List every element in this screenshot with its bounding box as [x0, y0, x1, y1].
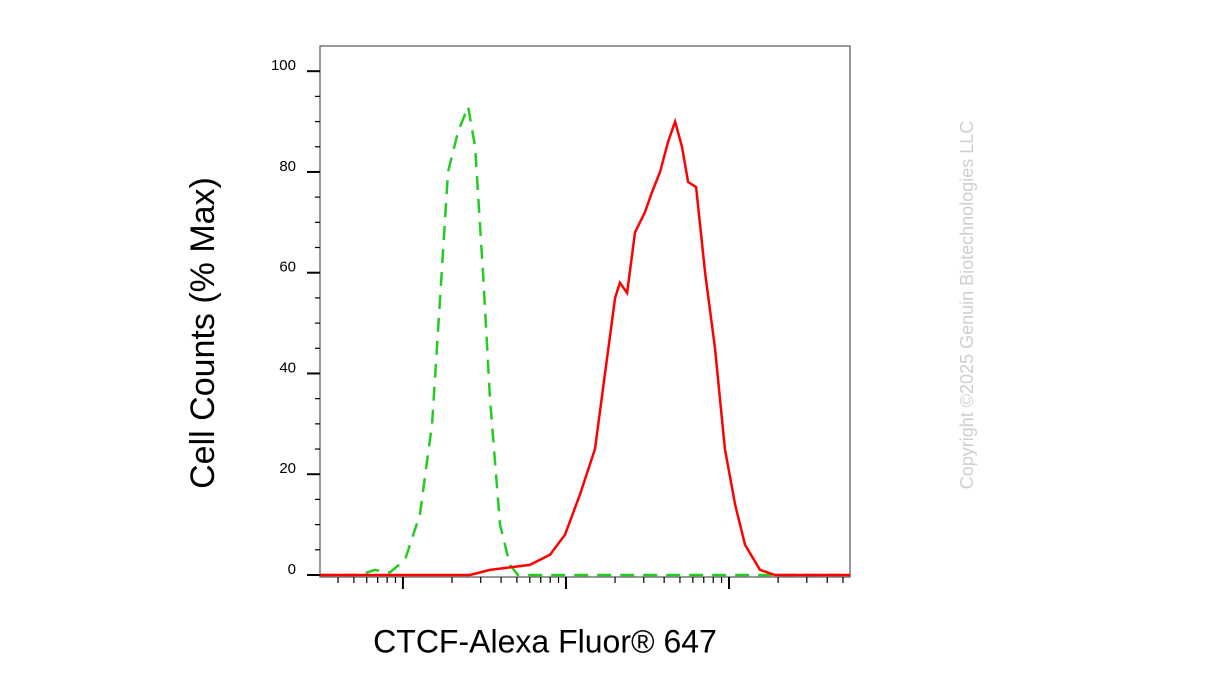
y-tick-label: 60	[279, 259, 296, 276]
y-tick-label: 40	[279, 359, 296, 376]
y-tick-label: 80	[279, 158, 296, 175]
histogram-line	[320, 101, 850, 577]
y-axis-label: Cell Counts (% Max)	[184, 177, 222, 489]
watermark: Copyright ©2025 Genuin Biotechnologies L…	[957, 121, 977, 490]
plot-frame	[319, 45, 851, 578]
y-tick-label: 0	[288, 561, 296, 578]
x-axis-label: CTCF-Alexa Fluor® 647	[373, 623, 717, 659]
y-tick-label: 100	[271, 57, 296, 74]
y-tick-label: 20	[279, 460, 296, 477]
histogram-line	[320, 117, 850, 577]
